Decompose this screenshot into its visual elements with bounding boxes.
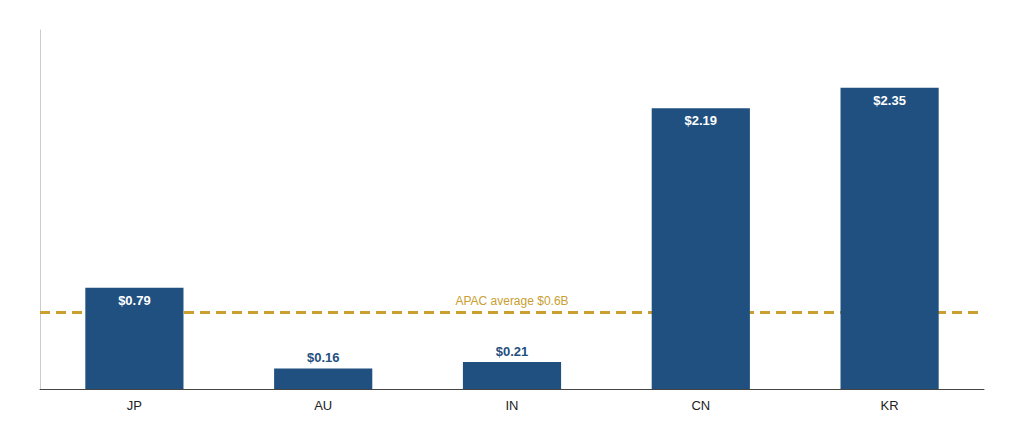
svg-text:APAC average $0.6B: APAC average $0.6B (455, 294, 568, 308)
svg-text:$0.21: $0.21 (496, 344, 529, 359)
svg-text:$2.19: $2.19 (685, 113, 718, 128)
svg-text:$2.35: $2.35 (873, 93, 906, 108)
svg-text:AU: AU (314, 398, 332, 413)
svg-text:$0.16: $0.16 (307, 350, 340, 365)
svg-text:CN: CN (691, 398, 710, 413)
svg-text:$0.79: $0.79 (118, 293, 151, 308)
svg-text:KR: KR (881, 398, 899, 413)
svg-text:JP: JP (127, 398, 142, 413)
svg-text:IN: IN (506, 398, 519, 413)
